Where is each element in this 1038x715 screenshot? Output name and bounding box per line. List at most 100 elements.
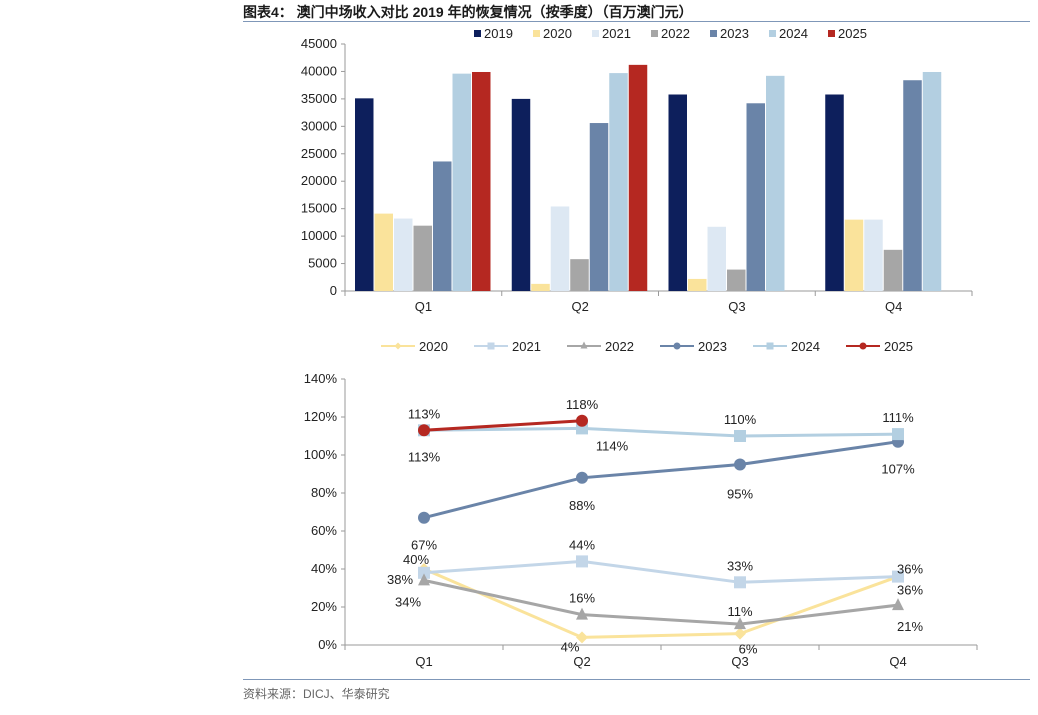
bar-2022-Q3 bbox=[727, 269, 746, 291]
line-data-label-2020-Q2: 4% bbox=[561, 639, 580, 654]
line-x-tick-label: Q3 bbox=[731, 654, 748, 669]
bar-2022-Q1 bbox=[413, 225, 432, 291]
bar-2023-Q3 bbox=[746, 103, 765, 291]
bar-2020-Q1 bbox=[374, 213, 393, 291]
bar-x-tick-label: Q3 bbox=[728, 299, 745, 314]
bar-2024-Q3 bbox=[766, 75, 785, 291]
bar-legend-label-2019: 2019 bbox=[484, 26, 513, 41]
line-legend-marker-2025 bbox=[859, 342, 867, 350]
line-point-2025-Q2 bbox=[576, 414, 588, 427]
bar-y-tick-label: 45000 bbox=[301, 36, 337, 51]
bar-y-tick-label: 10000 bbox=[301, 228, 337, 243]
bar-2019-Q3 bbox=[668, 94, 687, 292]
bar-legend-swatch-2025 bbox=[828, 30, 835, 37]
line-data-label-2024-Q3: 110% bbox=[724, 412, 757, 427]
line-data-label-2025-Q1: 113% bbox=[408, 406, 441, 421]
line-data-label-2022-Q2: 16% bbox=[569, 591, 595, 606]
bar-2021-Q3 bbox=[707, 226, 726, 291]
bar-2021-Q4 bbox=[864, 219, 883, 291]
line-y-tick-label: 140% bbox=[304, 371, 338, 386]
bar-legend-swatch-2024 bbox=[769, 30, 776, 37]
line-data-label-2021-Q3: 33% bbox=[727, 558, 753, 573]
bar-y-tick-label: 20000 bbox=[301, 173, 337, 188]
line-point-2023-Q3 bbox=[734, 458, 746, 471]
title-rule bbox=[243, 21, 1030, 22]
bar-y-tick-label: 35000 bbox=[301, 91, 337, 106]
line-series-2020 bbox=[423, 567, 899, 639]
bar-y-tick-label: 40000 bbox=[301, 63, 337, 78]
line-point-2024-Q3 bbox=[734, 430, 746, 442]
line-data-label-2023-Q1: 67% bbox=[411, 538, 437, 553]
bar-legend-swatch-2019 bbox=[474, 30, 481, 37]
bar-x-tick-label: Q4 bbox=[885, 299, 902, 314]
line-series-2024 bbox=[423, 426, 899, 438]
bar-legend-label-2024: 2024 bbox=[779, 26, 808, 41]
line-point-2022-Q3 bbox=[734, 617, 746, 630]
line-series-2021 bbox=[423, 559, 899, 584]
bar-2022-Q2 bbox=[570, 259, 589, 291]
bar-legend-label-2022: 2022 bbox=[661, 26, 690, 41]
bar-2019-Q2 bbox=[511, 98, 531, 291]
line-point-2021-Q4 bbox=[892, 570, 904, 583]
bar-legend-label-2020: 2020 bbox=[543, 26, 572, 41]
bar-2024-Q4 bbox=[922, 71, 942, 291]
bar-2024-Q2 bbox=[609, 73, 628, 291]
bar-y-tick-label: 30000 bbox=[301, 118, 337, 133]
line-point-2022-Q1 bbox=[418, 573, 430, 586]
line-legend-label-2021: 2021 bbox=[512, 339, 541, 354]
line-point-2021-Q2 bbox=[576, 555, 588, 568]
line-data-label-2021-Q4: 36% bbox=[897, 583, 923, 598]
line-y-tick-label: 100% bbox=[304, 447, 338, 462]
bar-2020-Q3 bbox=[688, 278, 707, 291]
line-y-tick-label: 120% bbox=[304, 409, 338, 424]
line-point-2020-Q3 bbox=[734, 627, 746, 640]
bar-chart: 0 5000 10000 15000 20000 25000 30000 35000 40000… bbox=[301, 26, 973, 314]
line-data-label-2024-Q1: 113% bbox=[408, 449, 441, 464]
line-series-2022 bbox=[423, 578, 899, 626]
bar-2023-Q2 bbox=[589, 123, 609, 291]
line-point-2024-Q4 bbox=[892, 428, 904, 441]
line-point-2025-Q1 bbox=[418, 424, 430, 437]
line-data-label-2024-Q4: 111% bbox=[882, 410, 914, 425]
line-y-tick-label: 40% bbox=[311, 561, 337, 576]
bar-2021-Q1 bbox=[394, 218, 413, 291]
line-y-tick-label: 60% bbox=[311, 523, 337, 538]
line-data-label-2020-Q4: 36% bbox=[897, 562, 923, 577]
line-point-2023-Q2 bbox=[576, 471, 588, 484]
line-legend-marker-2021 bbox=[487, 342, 495, 350]
line-data-label-2022-Q4: 21% bbox=[897, 619, 923, 634]
line-y-tick-label: 20% bbox=[311, 599, 337, 614]
line-point-2023-Q1 bbox=[418, 511, 430, 524]
line-data-label-2022-Q3: 11% bbox=[727, 604, 752, 619]
bar-legend-label-2021: 2021 bbox=[602, 26, 631, 41]
bar-2020-Q2 bbox=[531, 283, 550, 291]
bar-2024-Q1 bbox=[452, 73, 471, 291]
line-legend-label-2025: 2025 bbox=[884, 339, 913, 354]
bar-2023-Q1 bbox=[433, 161, 452, 291]
line-legend-marker-2024 bbox=[766, 342, 774, 350]
line-data-label-2023-Q2: 88% bbox=[569, 498, 595, 513]
line-legend-label-2022: 2022 bbox=[605, 339, 634, 354]
bar-2021-Q2 bbox=[550, 206, 570, 291]
bar-x-tick-label: Q1 bbox=[415, 299, 432, 314]
line-data-label-2021-Q2: 44% bbox=[569, 537, 595, 552]
line-data-label-2020-Q3: 6% bbox=[739, 642, 758, 657]
line-legend-marker-2020 bbox=[394, 342, 402, 350]
bar-legend-swatch-2023 bbox=[710, 30, 717, 37]
line-data-label-2025-Q2: 118% bbox=[566, 397, 599, 412]
figure-title: 图表4： 澳门中场收入对比 2019 年的恢复情况（按季度）（百万澳门元） bbox=[243, 4, 693, 20]
bar-legend-swatch-2020 bbox=[533, 30, 540, 37]
line-x-tick-label: Q1 bbox=[415, 654, 432, 669]
bar-x-tick-label: Q2 bbox=[571, 299, 588, 314]
line-legend-label-2020: 2020 bbox=[419, 339, 448, 354]
bar-2025-Q1 bbox=[472, 71, 491, 291]
line-data-label-2020-Q1: 40% bbox=[403, 552, 429, 567]
line-point-2022-Q4 bbox=[892, 598, 904, 611]
bar-y-tick-label: 25000 bbox=[301, 146, 337, 161]
line-x-tick-label: Q2 bbox=[573, 654, 590, 669]
line-data-label-2022-Q1: 34% bbox=[395, 594, 421, 609]
line-point-2020-Q2 bbox=[576, 631, 588, 644]
source-rule bbox=[243, 679, 1030, 680]
bar-y-tick-label: 0 bbox=[330, 283, 337, 298]
